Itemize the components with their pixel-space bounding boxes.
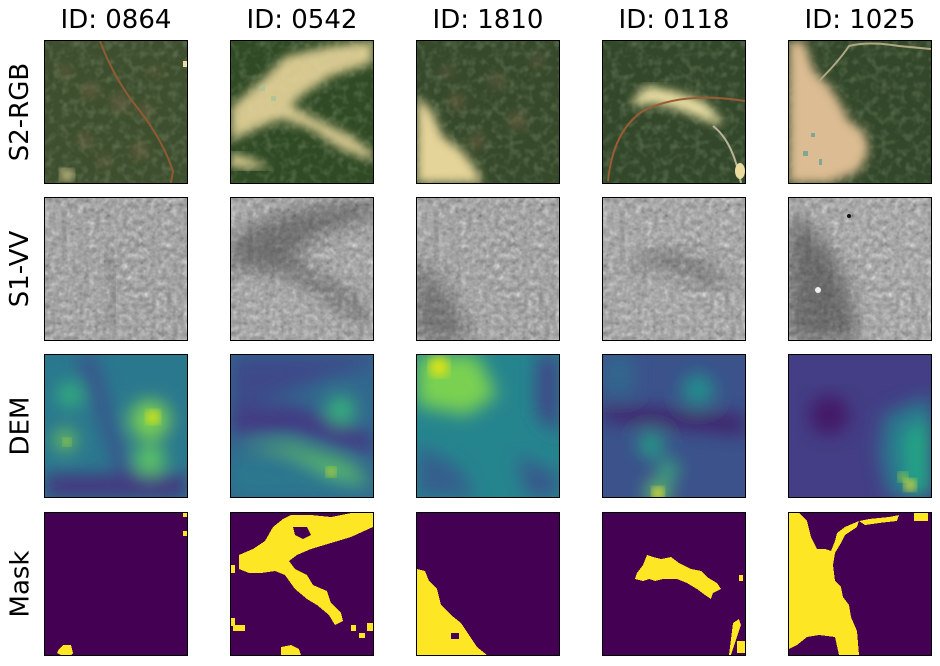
mask-panel-0864 — [44, 512, 188, 656]
s2-rgb-panel-1025 — [788, 40, 932, 184]
mask-panel-1025 — [788, 512, 932, 656]
mask-panel-0542 — [230, 512, 374, 656]
column-title-1025: ID: 1025 — [804, 5, 916, 35]
s1-vv-panel-0118 — [602, 197, 746, 341]
s2-rgb-panel-0864 — [44, 40, 188, 184]
dem-panel-1025 — [788, 354, 932, 498]
s1-vv-panel-1025 — [788, 197, 932, 341]
satellite-image — [45, 41, 187, 183]
row-label-dem: DEM — [0, 354, 40, 498]
elevation-heatmap — [417, 355, 559, 497]
s2-rgb-panel-0118 — [602, 40, 746, 184]
sar-image — [789, 198, 931, 340]
satellite-image — [603, 41, 745, 183]
dem-panel-0864 — [44, 354, 188, 498]
sar-image — [603, 198, 745, 340]
mining-mask — [45, 513, 187, 655]
elevation-heatmap — [231, 355, 373, 497]
mask-panel-0118 — [602, 512, 746, 656]
sar-image — [417, 198, 559, 340]
mask-panel-1810 — [416, 512, 560, 656]
sar-image — [45, 198, 187, 340]
row-label-s2-rgb: S2-RGB — [0, 40, 40, 184]
s1-vv-panel-1810 — [416, 197, 560, 341]
column-title-1810: ID: 1810 — [432, 5, 544, 35]
satellite-image — [789, 41, 931, 183]
s1-vv-panel-0542 — [230, 197, 374, 341]
sar-image — [231, 198, 373, 340]
s2-rgb-panel-0542 — [230, 40, 374, 184]
s1-vv-panel-0864 — [44, 197, 188, 341]
column-title-0118: ID: 0118 — [618, 5, 730, 35]
elevation-heatmap — [789, 355, 931, 497]
row-label-text: Mask — [5, 550, 35, 618]
row-label-text: S1-VV — [5, 230, 36, 308]
satellite-image — [417, 41, 559, 183]
column-title-0542: ID: 0542 — [246, 5, 358, 35]
dem-panel-0542 — [230, 354, 374, 498]
dem-panel-0118 — [602, 354, 746, 498]
mining-mask — [789, 513, 931, 655]
dem-panel-1810 — [416, 354, 560, 498]
s2-rgb-panel-1810 — [416, 40, 560, 184]
mining-mask — [603, 513, 745, 655]
row-label-mask: Mask — [0, 512, 40, 656]
mining-mask — [417, 513, 559, 655]
elevation-heatmap — [45, 355, 187, 497]
column-title-0864: ID: 0864 — [60, 5, 172, 35]
row-label-text: DEM — [5, 396, 36, 456]
row-label-s1-vv: S1-VV — [0, 197, 40, 341]
row-label-text: S2-RGB — [5, 62, 36, 162]
satellite-image — [231, 41, 373, 183]
mining-mask — [231, 513, 373, 655]
elevation-heatmap — [603, 355, 745, 497]
